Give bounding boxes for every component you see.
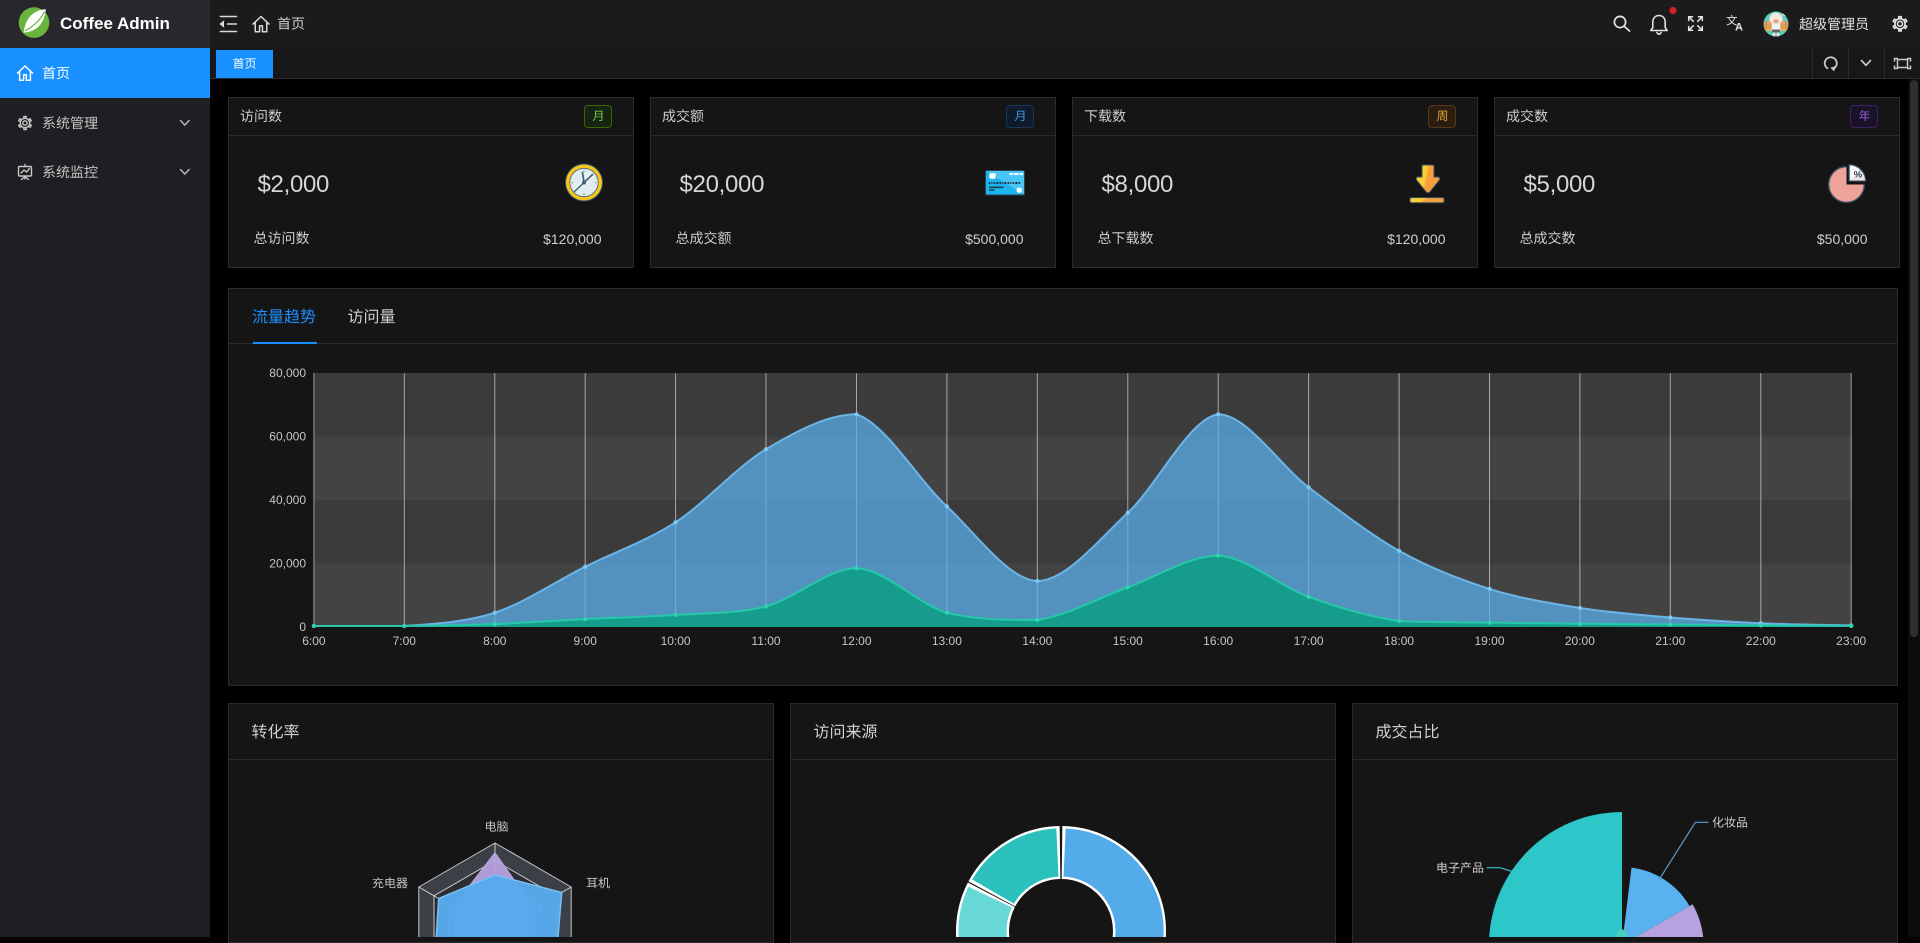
svg-text:13:00: 13:00 xyxy=(932,634,962,648)
svg-text:%: % xyxy=(1854,170,1863,181)
svg-text:0: 0 xyxy=(299,620,306,634)
svg-text:23:00: 23:00 xyxy=(1836,634,1866,648)
svg-text:18:00: 18:00 xyxy=(1384,634,1414,648)
svg-text:22:00: 22:00 xyxy=(1746,634,1776,648)
svg-text:21:00: 21:00 xyxy=(1655,634,1685,648)
svg-text:14:00: 14:00 xyxy=(1022,634,1052,648)
svg-text:A: A xyxy=(1735,22,1743,34)
svg-text:12:00: 12:00 xyxy=(841,634,871,648)
svg-text:7:00: 7:00 xyxy=(393,634,417,648)
svg-text:16:00: 16:00 xyxy=(1203,634,1233,648)
svg-text:17:00: 17:00 xyxy=(1294,634,1324,648)
svg-text:80,000: 80,000 xyxy=(269,366,306,380)
svg-text:40,000: 40,000 xyxy=(269,493,306,507)
svg-text:10:00: 10:00 xyxy=(661,634,691,648)
svg-text:20,000: 20,000 xyxy=(269,557,306,571)
svg-text:9:00: 9:00 xyxy=(574,634,598,648)
svg-text:11:00: 11:00 xyxy=(751,634,780,648)
svg-text:6:00: 6:00 xyxy=(302,634,326,648)
svg-text:15:00: 15:00 xyxy=(1113,634,1143,648)
svg-text:60,000: 60,000 xyxy=(269,430,306,444)
svg-text:19:00: 19:00 xyxy=(1474,634,1504,648)
svg-text:20:00: 20:00 xyxy=(1565,634,1595,648)
svg-text:8:00: 8:00 xyxy=(483,634,507,648)
